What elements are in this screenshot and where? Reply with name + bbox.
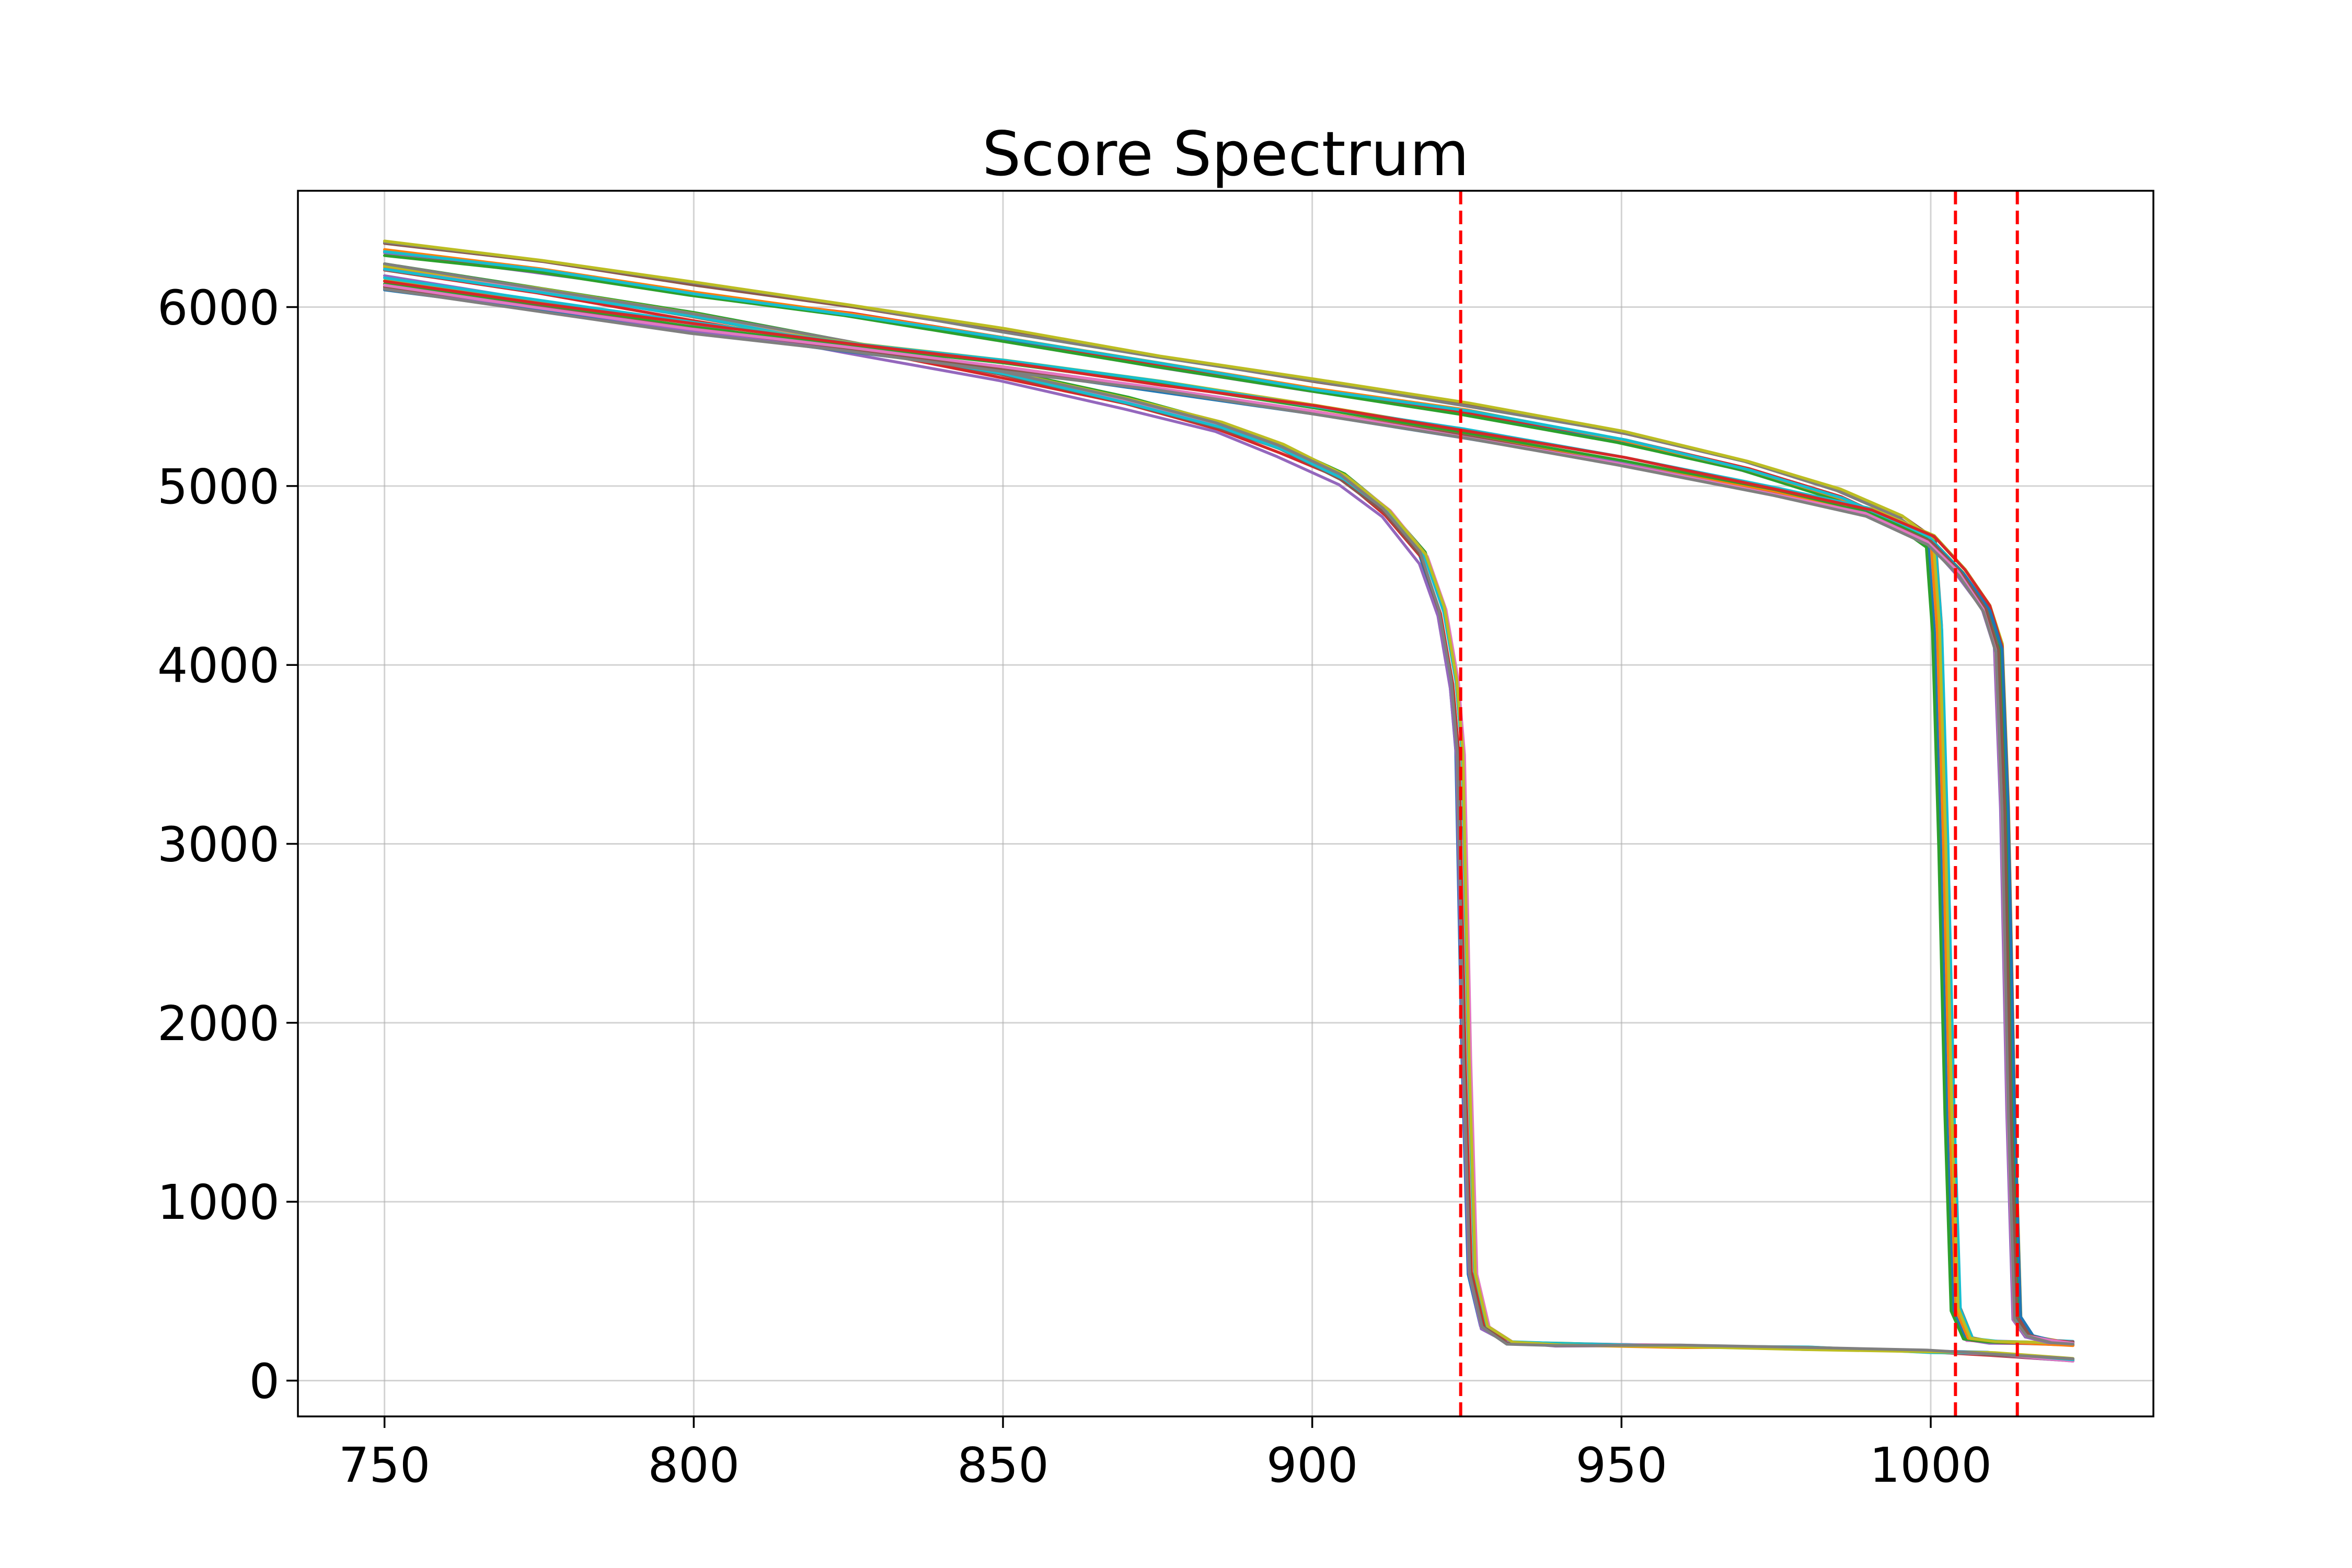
axes-frame (297, 190, 2154, 1417)
reference-lines (1459, 191, 2019, 1416)
series-line-g1-8 (383, 250, 2074, 1345)
x-tick-label-5: 1000 (1870, 1437, 1992, 1493)
y-tick-label-5: 5000 (157, 459, 280, 515)
y-tick-label-3: 3000 (157, 817, 280, 873)
series-line-g2-9 (383, 287, 2074, 1346)
y-tick-label-2: 2000 (157, 996, 280, 1052)
y-tick-label-4: 4000 (157, 638, 280, 694)
x-tick-label-2: 850 (957, 1437, 1049, 1493)
x-tick-label-3: 900 (1266, 1437, 1358, 1493)
chart-title: Score Spectrum (982, 118, 1469, 190)
axis-ticks: 750 800 850 900 950 1000 0 1000 2000 3000 4000 5000… (157, 280, 1992, 1493)
y-tick-label-1: 1000 (157, 1174, 280, 1230)
y-tick-label-6: 6000 (157, 280, 280, 336)
x-tick-label-1: 800 (648, 1437, 740, 1493)
x-tick-label-0: 750 (339, 1437, 431, 1493)
grid (298, 191, 2153, 1416)
series-line-g1-6 (383, 254, 2074, 1346)
y-tick-label-0: 0 (249, 1354, 280, 1410)
x-tick-label-4: 950 (1576, 1437, 1668, 1493)
